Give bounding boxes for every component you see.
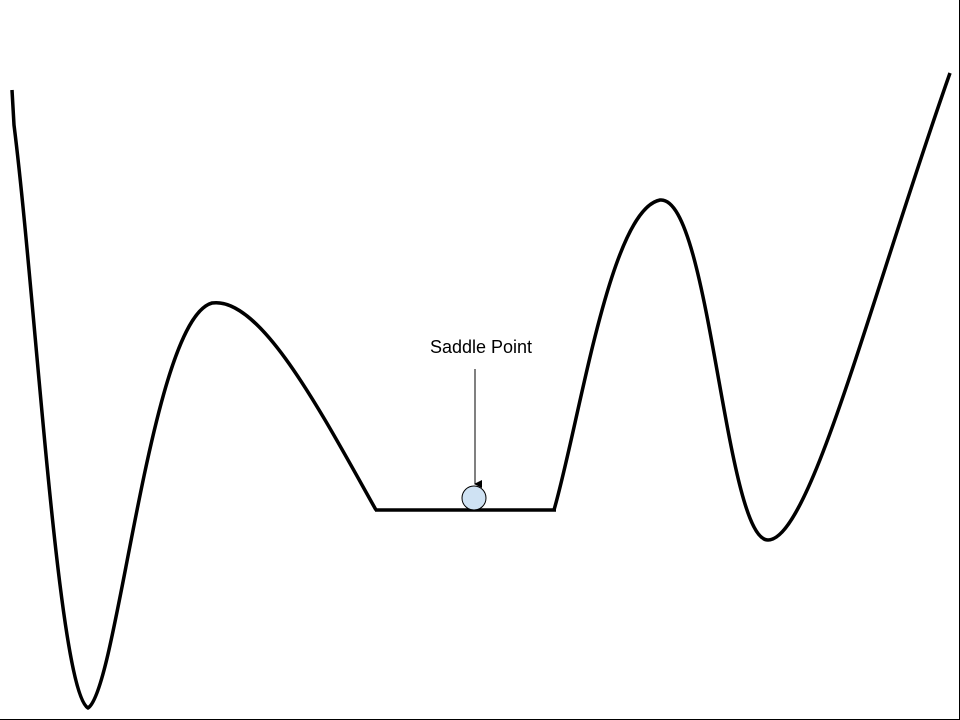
ball-icon — [461, 485, 487, 511]
landscape-curve-left — [10, 89, 378, 710]
saddle-point-label: Saddle Point — [430, 337, 532, 357]
landscape-curve-right — [552, 72, 952, 542]
